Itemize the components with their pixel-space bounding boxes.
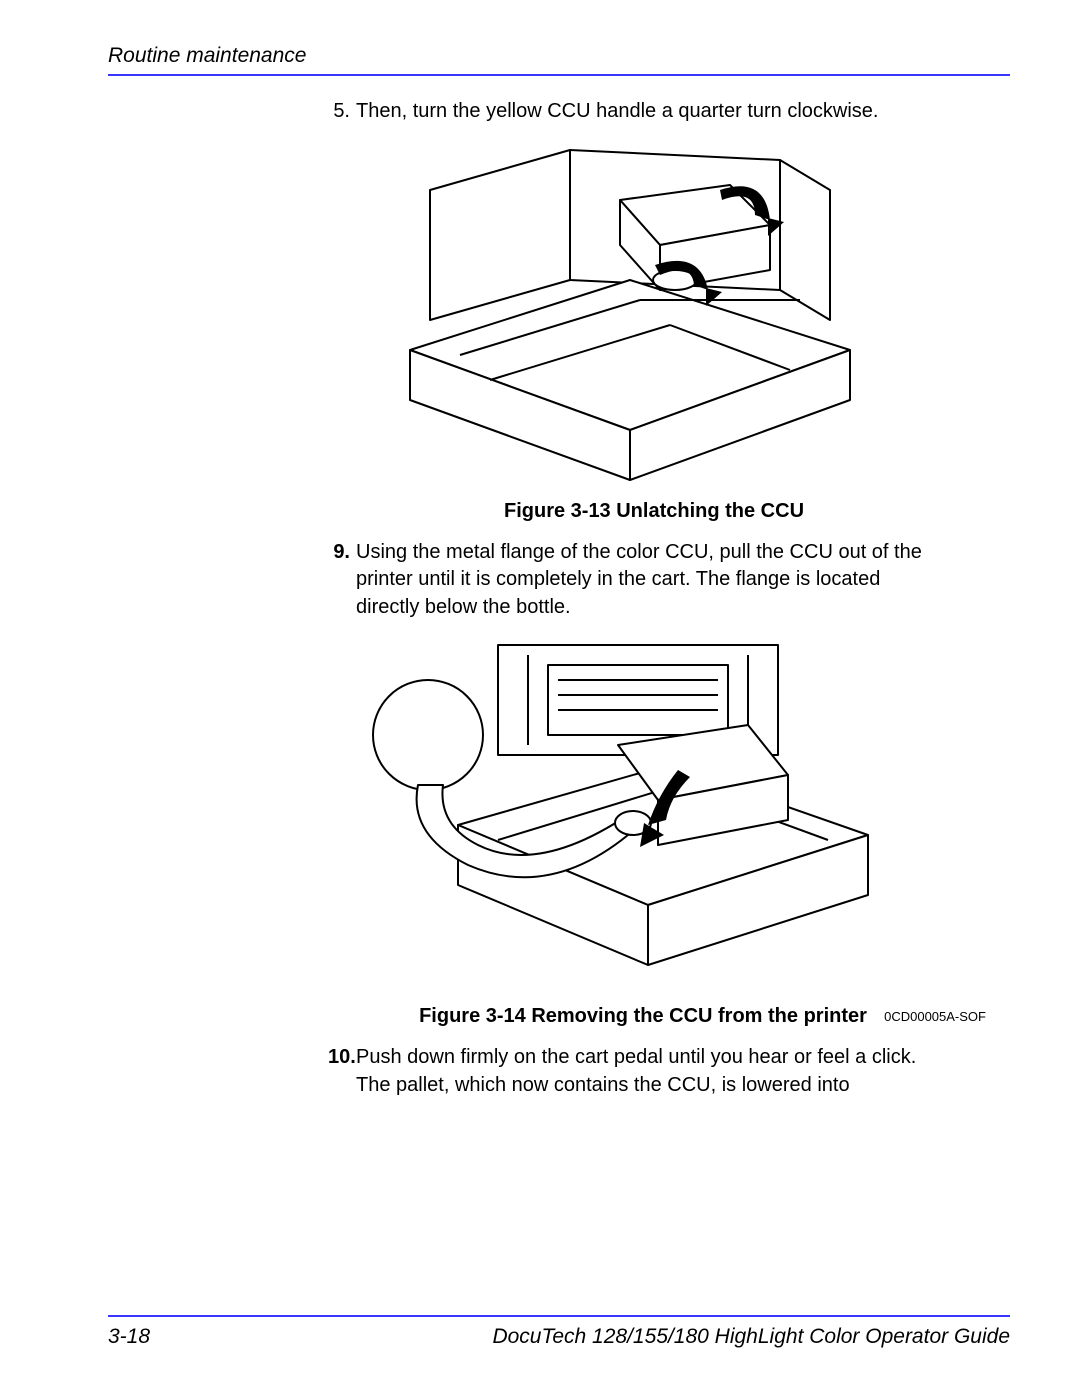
- technical-illustration-icon: [370, 130, 870, 490]
- content-column: 5. Then, turn the yellow CCU handle a qu…: [328, 98, 938, 1100]
- step-number: 5.: [328, 98, 356, 126]
- figure-caption: Figure 3-13 Unlatching the CCU: [370, 500, 938, 523]
- page-footer: 3-18 DocuTech 128/155/180 HighLight Colo…: [108, 1315, 1010, 1349]
- footer-rule: [108, 1315, 1010, 1317]
- header-rule: [108, 74, 1010, 76]
- step-text: Push down firmly on the cart pedal until…: [356, 1044, 938, 1099]
- figure-3-13: Figure 3-13 Unlatching the CCU: [370, 130, 938, 523]
- figure-caption: Figure 3-14 Removing the CCU from the pr…: [348, 1005, 938, 1028]
- step-number: 9.: [328, 539, 356, 567]
- step-number: 10.: [328, 1044, 356, 1072]
- step-text: Using the metal flange of the color CCU,…: [356, 539, 938, 622]
- step-text: Then, turn the yellow CCU handle a quart…: [356, 98, 938, 126]
- step-row: 5. Then, turn the yellow CCU handle a qu…: [328, 98, 938, 126]
- step-row: 9. Using the metal flange of the color C…: [328, 539, 938, 622]
- technical-illustration-icon: [348, 625, 908, 995]
- page: Routine maintenance 5. Then, turn the ye…: [0, 0, 1080, 1397]
- figure-3-14: 0CD00005A-SOF Figure 3-14 Removing the C…: [348, 625, 938, 1028]
- figure-code: 0CD00005A-SOF: [884, 1009, 986, 1024]
- section-header: Routine maintenance: [108, 44, 1010, 68]
- page-number: 3-18: [108, 1325, 150, 1349]
- document-title: DocuTech 128/155/180 HighLight Color Ope…: [492, 1325, 1010, 1349]
- step-row: 10. Push down firmly on the cart pedal u…: [328, 1044, 938, 1099]
